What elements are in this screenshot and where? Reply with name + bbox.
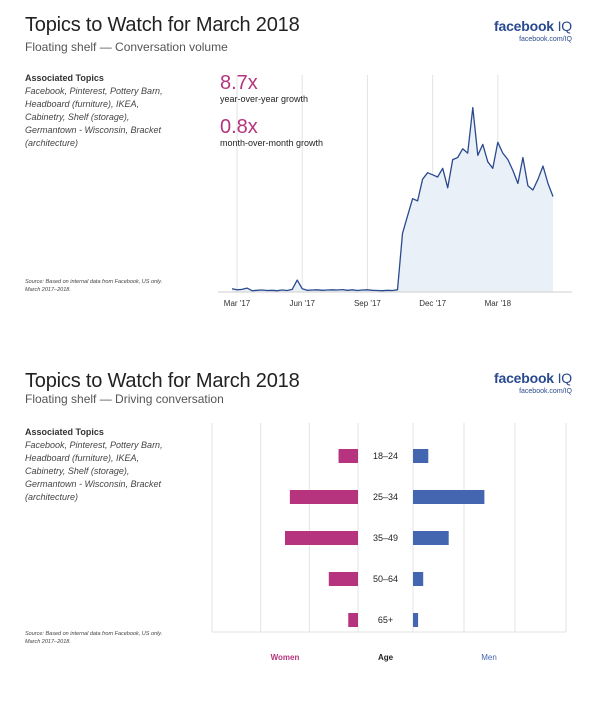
men-bar — [413, 613, 419, 627]
x-tick-label: Mar '18 — [485, 299, 512, 308]
yoy-growth-label: year-over-year growth — [220, 94, 309, 104]
women-bar — [289, 490, 358, 504]
associated-topics-heading: Associated Topics — [25, 427, 104, 437]
logo-brand: facebook — [494, 370, 554, 386]
age-gender-chart: 18–24 25–34 35–49 50–64 65+ Women Age Men — [211, 423, 567, 662]
page-title: Topics to Watch for March 2018 — [25, 14, 300, 36]
associated-topics-line: Germantown - Wisconsin, Bracket — [25, 125, 161, 135]
page-subtitle: Floating shelf — Conversation volume — [25, 40, 228, 54]
logo-product: IQ — [557, 370, 573, 386]
x-tick-label: Dec '17 — [419, 299, 446, 308]
facebook-iq-logo[interactable]: facebook IQ facebook.com/IQ — [494, 18, 572, 43]
men-bar — [413, 572, 424, 586]
women-bar — [285, 531, 358, 545]
logo-brand: facebook — [494, 18, 554, 34]
age-category-label: 18–24 — [373, 451, 398, 461]
men-bar — [413, 449, 429, 463]
associated-topics-line: Cabinetry, Shelf (storage), — [25, 466, 130, 476]
associated-topics: Associated Topics Facebook, Pinterest, P… — [25, 72, 210, 150]
women-bar — [348, 613, 358, 627]
source-line: Source: Based on internal data from Face… — [25, 631, 163, 637]
page-subtitle: Floating shelf — Driving conversation — [25, 392, 224, 406]
women-bar — [338, 449, 358, 463]
facebook-iq-logo[interactable]: facebook IQ facebook.com/IQ — [494, 370, 572, 395]
source-note: Source: Based on internal data from Face… — [25, 630, 215, 646]
yoy-growth-stat: 8.7x year-over-year growth — [220, 73, 308, 104]
men-bar — [413, 490, 485, 504]
associated-topics-line: Headboard (furniture), IKEA, — [25, 99, 140, 109]
women-bar — [328, 572, 358, 586]
associated-topics-line: Headboard (furniture), IKEA, — [25, 453, 140, 463]
x-tick-label: Sep '17 — [354, 299, 381, 308]
source-line: March 2017–2018. — [25, 287, 71, 293]
associated-topics: Associated Topics Facebook, Pinterest, P… — [25, 426, 210, 504]
source-line: March 2017–2018. — [25, 639, 71, 645]
associated-topics-line: (architecture) — [25, 492, 79, 502]
associated-topics-line: (architecture) — [25, 138, 79, 148]
associated-topics-list: Facebook, Pinterest, Pottery Barn, Headb… — [25, 85, 210, 150]
associated-topics-line: Cabinetry, Shelf (storage), — [25, 112, 130, 122]
women-axis-label: Women — [271, 653, 300, 662]
x-tick-label: Jun '17 — [289, 299, 315, 308]
logo-url[interactable]: facebook.com/IQ — [519, 36, 572, 43]
logo-url[interactable]: facebook.com/IQ — [519, 388, 572, 395]
yoy-growth-value: 8.7x — [220, 72, 258, 94]
associated-topics-line: Facebook, Pinterest, Pottery Barn, — [25, 86, 163, 96]
associated-topics-list: Facebook, Pinterest, Pottery Barn, Headb… — [25, 439, 210, 504]
logo-wordmark: facebook IQ — [494, 18, 572, 34]
men-bar — [413, 531, 449, 545]
mom-growth-value: 0.8x — [220, 116, 258, 138]
logo-wordmark: facebook IQ — [494, 370, 572, 386]
age-category-label: 25–34 — [373, 492, 398, 502]
age-category-label: 35–49 — [373, 533, 398, 543]
source-line: Source: Based on internal data from Face… — [25, 279, 163, 285]
conversation-volume-chart: Mar '17 Jun '17 Sep '17 Dec '17 Mar '18 — [218, 75, 572, 308]
associated-topics-line: Germantown - Wisconsin, Bracket — [25, 479, 161, 489]
driving-conversation-panel: Topics to Watch for March 2018 Floating … — [0, 360, 600, 702]
x-tick-label: Mar '17 — [224, 299, 251, 308]
associated-topics-line: Facebook, Pinterest, Pottery Barn, — [25, 440, 163, 450]
logo-product: IQ — [557, 18, 573, 34]
page-title: Topics to Watch for March 2018 — [25, 370, 300, 392]
mom-growth-label: month-over-month growth — [220, 138, 324, 148]
age-category-label: 65+ — [378, 615, 393, 625]
conversation-volume-panel: Topics to Watch for March 2018 Floating … — [0, 0, 600, 330]
age-category-label: 50–64 — [373, 574, 398, 584]
men-axis-label: Men — [481, 653, 497, 662]
mom-growth-stat: 0.8x month-over-month growth — [220, 117, 323, 148]
source-note: Source: Based on internal data from Face… — [25, 278, 215, 294]
age-axis-label: Age — [378, 653, 394, 662]
volume-area — [232, 107, 553, 292]
associated-topics-heading: Associated Topics — [25, 73, 104, 83]
volume-line — [231, 106, 554, 292]
